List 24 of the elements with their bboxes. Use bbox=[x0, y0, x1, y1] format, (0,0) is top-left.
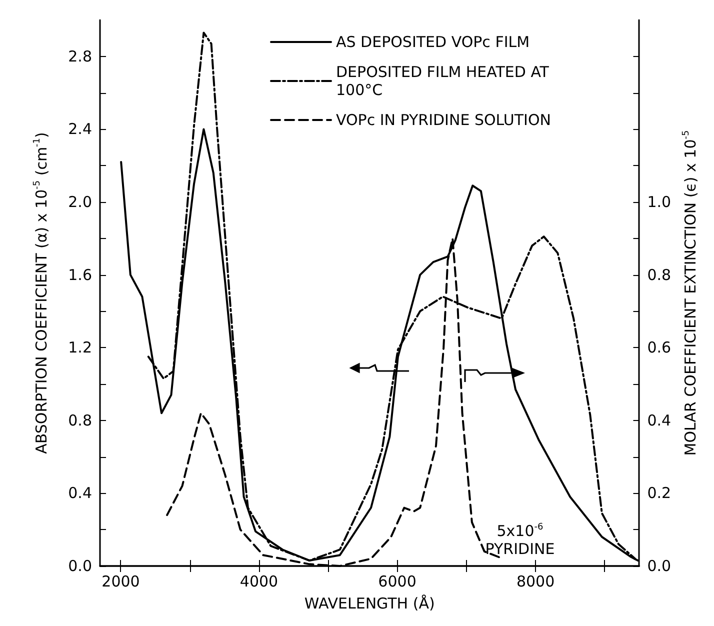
y-tick-label: 1.2 bbox=[68, 338, 92, 357]
y-tick-label: 2.4 bbox=[68, 120, 92, 138]
y-tick-label: 2.0 bbox=[68, 193, 92, 211]
y2-tick-label: 0.4 bbox=[647, 411, 672, 430]
y2-axis-title: MOLAR COEFFICIENT EXTINCTION (ϵ) x 10-5 bbox=[682, 130, 700, 456]
y-axis-title: ABSORPTION COEFFICIENT (α) x 10-5 (cm-1) bbox=[32, 132, 50, 454]
y-tick-label: 2.8 bbox=[68, 47, 92, 66]
y2-tick-label: 0.6 bbox=[647, 338, 672, 357]
x-tick-label: 6000 bbox=[378, 572, 416, 590]
y2-tick-label: 0.2 bbox=[647, 484, 672, 502]
y-tick-label: 0.8 bbox=[68, 411, 92, 430]
x-tick-label: 8000 bbox=[516, 572, 555, 590]
y2-tick-label: 1.0 bbox=[647, 193, 672, 211]
legend-label: VOPc IN PYRIDINE SOLUTION bbox=[336, 111, 551, 129]
x-tick-label: 4000 bbox=[240, 572, 278, 590]
y2-tick-label: 0.8 bbox=[647, 266, 672, 284]
y-tick-label: 1.6 bbox=[68, 266, 92, 284]
x-tick-label: 2000 bbox=[102, 572, 140, 590]
x-axis-title: WAVELENGTH (Å) bbox=[304, 594, 435, 612]
legend-label: DEPOSITED FILM HEATED AT 100°C bbox=[336, 63, 554, 99]
y2-tick-label: 0.0 bbox=[647, 557, 672, 575]
y-tick-label: 0.4 bbox=[68, 484, 92, 502]
legend-label: AS DEPOSITED VOPc FILM bbox=[336, 33, 530, 51]
y-tick-label: 0.0 bbox=[68, 557, 92, 575]
